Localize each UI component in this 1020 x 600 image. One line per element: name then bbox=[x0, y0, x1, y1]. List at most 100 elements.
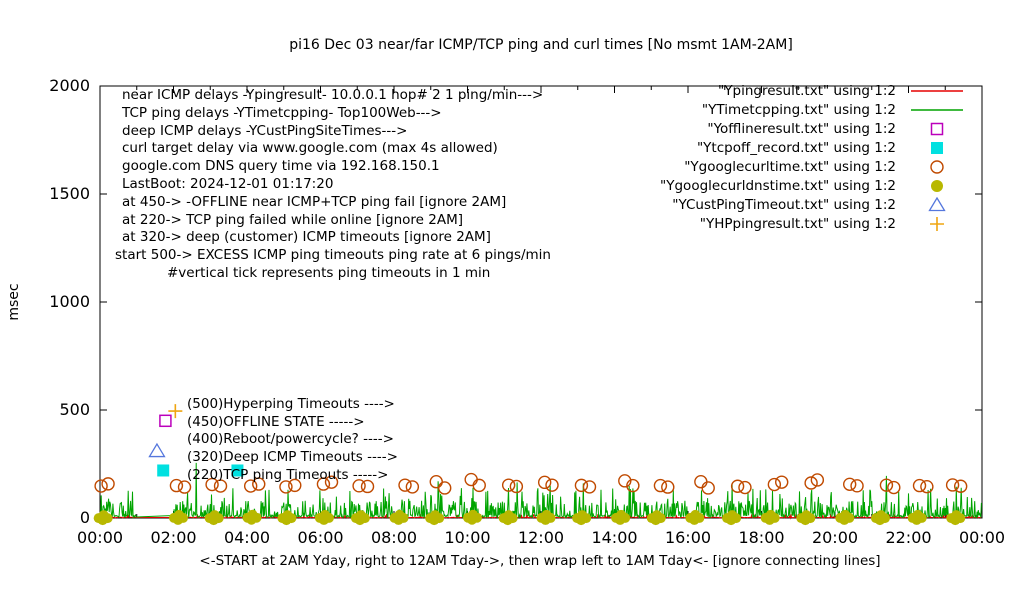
series-ygooglecurldnstime-txt-point bbox=[429, 515, 440, 526]
annotation-line: at 220-> TCP ping failed while online [i… bbox=[122, 211, 464, 228]
plus-glyph-shape bbox=[930, 216, 944, 231]
series-ycustpingtimeout-txt-point bbox=[148, 442, 166, 458]
series-ygooglecurltime-txt-point bbox=[405, 480, 420, 494]
series-ygooglecurltime-txt-point bbox=[316, 477, 331, 491]
series-ygooglecurldnstime-txt-point bbox=[467, 514, 478, 525]
series-ygooglecurltime-txt-point bbox=[438, 481, 452, 495]
series-yhppingresult-txt-point bbox=[168, 404, 183, 419]
series-ygooglecurltime-txt-point bbox=[252, 477, 266, 491]
marker-annotation-line: (400)Reboot/powercycle? ----> bbox=[187, 431, 394, 448]
series-ygooglecurltime-txt-point bbox=[501, 478, 516, 492]
series-ygooglecurldnstime-txt-point bbox=[540, 514, 551, 525]
y-tick-label: 1500 bbox=[49, 184, 90, 203]
series-ygooglecurldnstime-txt-point bbox=[764, 514, 775, 525]
series-ygooglecurldnstime-txt-point bbox=[393, 514, 404, 525]
open-circle-glyph-shape bbox=[930, 159, 944, 174]
series-ygooglecurltime-txt-point bbox=[694, 475, 708, 489]
annotation-line: start 500-> EXCESS ICMP ping timeouts pi… bbox=[115, 247, 551, 264]
series-ygooglecurltime-txt-point bbox=[804, 476, 818, 490]
chart-title: pi16 Dec 03 near/far ICMP/TCP ping and c… bbox=[289, 37, 793, 53]
x-tick-label: 10:00 bbox=[444, 528, 490, 547]
series-ygooglecurldnstime-txt-point bbox=[650, 515, 661, 526]
y-tick-label: 1000 bbox=[49, 292, 90, 311]
open-circle-icon bbox=[908, 159, 966, 175]
legend-row: "Yofflineresult.txt" using 1:2 bbox=[660, 119, 966, 138]
line-glyph bbox=[911, 89, 963, 92]
series-ygooglecurldnstime-txt-point bbox=[950, 515, 961, 526]
marker-annotation-line: (320)Deep ICMP Timeouts ----> bbox=[187, 449, 398, 466]
x-tick-label: 20:00 bbox=[812, 528, 858, 547]
red-line-sample-icon bbox=[908, 83, 966, 99]
plus-icon bbox=[908, 216, 966, 232]
series-ygooglecurldnstime-txt-point bbox=[911, 514, 922, 525]
legend-label: "YHPpingresult.txt" using 1:2 bbox=[699, 215, 896, 232]
annotation-line: deep ICMP delays -YCustPingSiteTimes---> bbox=[122, 122, 408, 139]
open-square-glyph-shape bbox=[930, 122, 944, 135]
y-tick-label: 0 bbox=[80, 508, 90, 527]
series-ygooglecurltime-txt-point bbox=[243, 479, 258, 493]
open-triangle-glyph-shape bbox=[928, 196, 946, 211]
series-ygooglecurltime-txt-point bbox=[887, 480, 901, 495]
legend: "Ypingresult.txt" using 1:2 "YTimetcppin… bbox=[660, 81, 966, 233]
annotation-line: at 450-> -OFFLINE near ICMP+TCP ping fai… bbox=[122, 193, 507, 210]
series-ygooglecurltime-txt-point bbox=[205, 477, 219, 492]
series-ygooglecurltime-txt-point bbox=[582, 480, 597, 494]
series-ycustpingtimeout-txt bbox=[148, 442, 166, 458]
series-ygooglecurltime-txt-point bbox=[288, 478, 302, 493]
series-ygooglecurltime-txt-point bbox=[618, 474, 632, 488]
series-ygooglecurltime-txt-point bbox=[537, 475, 552, 490]
series-ygooglecurldnstime-txt-point bbox=[615, 514, 626, 525]
legend-row: "Ygooglecurldnstime.txt" using 1:2 bbox=[660, 176, 966, 195]
annotation-line: at 320-> deep (customer) ICMP timeouts [… bbox=[122, 229, 491, 246]
series-ygooglecurltime-txt-point bbox=[169, 478, 184, 493]
series-ygooglecurltime-txt-point bbox=[360, 479, 375, 494]
x-tick-label: 18:00 bbox=[738, 528, 784, 547]
series-ygooglecurltime-txt-point bbox=[626, 478, 640, 493]
series-ygooglecurltime-txt-point bbox=[879, 478, 894, 492]
filled-square-glyph bbox=[931, 141, 943, 154]
annotation-line: #vertical tick represents ping timeouts … bbox=[167, 264, 491, 281]
y-tick-label: 500 bbox=[59, 400, 90, 419]
marker-annotation-line: (220)TCP ping Timeouts -----> bbox=[187, 466, 389, 483]
series-ytcpoff_record-txt-point bbox=[231, 464, 244, 477]
annotation-line: curl target delay via www.google.com (ma… bbox=[122, 140, 498, 157]
series-yofflineresult-txt-point bbox=[159, 414, 172, 428]
series-ygooglecurldnstime-txt-point bbox=[800, 515, 811, 526]
series-ygooglecurldnstime-txt-point bbox=[689, 514, 700, 525]
series-ygooglecurldnstime-txt-point bbox=[97, 515, 108, 526]
open-triangle-icon bbox=[908, 196, 966, 213]
series-ygooglecurltime-txt-point bbox=[352, 479, 366, 493]
annotation-line: near ICMP delays -Ypingresult- 10.0.0.1 … bbox=[122, 87, 544, 103]
series-ygooglecurltime-txt-point bbox=[767, 477, 782, 492]
series-ygooglecurldnstime-txt-point bbox=[281, 515, 292, 526]
series-ygooglecurltime-txt-point bbox=[94, 479, 108, 493]
y-tick-label: 2000 bbox=[49, 76, 90, 95]
y-tick-labels: 0 500 1000 1500 2000 bbox=[49, 76, 90, 527]
series-ygooglecurltime-txt-point bbox=[850, 479, 864, 493]
x-tick-label: 12:00 bbox=[518, 528, 564, 547]
annotation-block: near ICMP delays -Ypingresult- 10.0.0.1 … bbox=[115, 87, 551, 283]
series-ygooglecurltime-txt-point bbox=[701, 481, 715, 495]
legend-label: "Ygooglecurltime.txt" using 1:2 bbox=[684, 158, 896, 175]
series-ygooglecurltime-txt-point bbox=[213, 479, 228, 493]
x-tick-labels: 00:00 02:00 04:00 06:00 08:00 10:00 12:00 14:00… bbox=[77, 528, 1005, 547]
filled-circle-glyph bbox=[931, 179, 943, 192]
series-ygooglecurldnstime-txt-point bbox=[726, 515, 737, 526]
x-tick-label: 16:00 bbox=[665, 528, 711, 547]
series-ygooglecurltime-txt-point bbox=[429, 475, 443, 489]
legend-row: "Ytcpoff_record.txt" using 1:2 bbox=[660, 138, 966, 157]
filled-circle-icon bbox=[908, 178, 966, 194]
x-axis-caption: <-START at 2AM Yday, right to 12AM Tday-… bbox=[199, 553, 881, 569]
series-yofflineresult-txt bbox=[159, 414, 172, 428]
series-ygooglecurldnstime-txt-point bbox=[354, 515, 365, 526]
filled-circle-glyph-shape bbox=[931, 179, 943, 192]
series-ygooglecurltime-txt-point bbox=[775, 475, 789, 489]
series-ygooglecurltime-txt-point bbox=[920, 479, 934, 494]
series-ygooglecurltime-txt-point bbox=[661, 480, 675, 494]
series-ygooglecurltime-txt-point bbox=[738, 480, 752, 495]
series-yhppingresult-txt bbox=[168, 404, 183, 419]
series-ygooglecurldnstime-txt-point bbox=[874, 515, 885, 526]
series-ygooglecurltime-txt-point bbox=[953, 479, 968, 493]
